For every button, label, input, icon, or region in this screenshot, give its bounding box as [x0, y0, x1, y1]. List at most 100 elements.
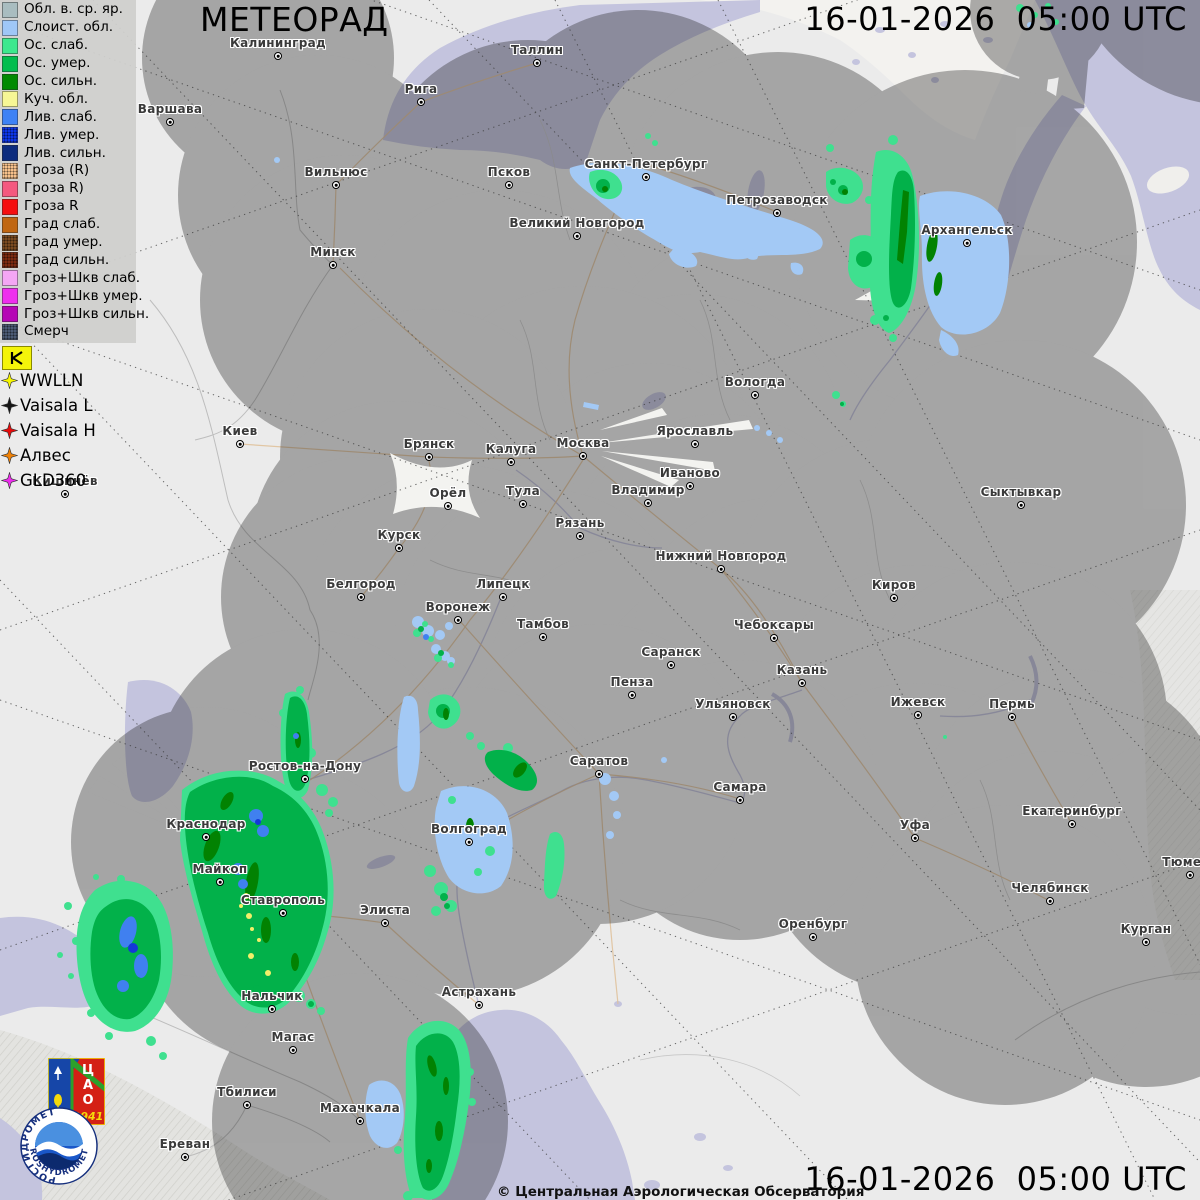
legend-label: Гроз+Шкв сильн.: [24, 305, 150, 322]
legend-swatch-icon: [2, 162, 18, 179]
legend-row: Град сильн.: [2, 251, 136, 269]
city-label: Тюмень: [1162, 855, 1200, 869]
city-marker-dot: [646, 501, 650, 505]
legend-swatch-icon: [2, 270, 18, 287]
legend-swatch-icon: [2, 288, 18, 305]
legend-row: Гроз+Шкв сильн.: [2, 305, 149, 323]
city-marker-dot: [507, 183, 511, 187]
city-marker-icon: [579, 452, 587, 460]
lightning-legend-row: Алвес: [1, 443, 96, 468]
legend-row: Ос. сильн.: [2, 73, 136, 91]
city-marker-icon: [301, 775, 309, 783]
city-label: Екатеринбург: [1022, 804, 1122, 818]
city-marker-dot: [383, 921, 387, 925]
city-marker-icon: [356, 1117, 364, 1125]
city-marker-icon: [395, 544, 403, 552]
legend-label: Обл. в. ср. яр.: [24, 1, 123, 18]
city-marker-dot: [916, 713, 920, 717]
city-marker-dot: [358, 1119, 362, 1123]
city-label: Краснодар: [166, 817, 246, 831]
city-marker-icon: [499, 593, 507, 601]
city-marker-icon: [519, 500, 527, 508]
legend-swatch-icon: [2, 73, 18, 90]
city-marker-icon: [381, 919, 389, 927]
city-marker-dot: [597, 772, 601, 776]
city-marker-icon: [1017, 501, 1025, 509]
lightning-cross-icon: [1, 447, 18, 464]
city-label: Ярославль: [656, 424, 734, 438]
city-label: Белгород: [326, 577, 396, 591]
city-marker-dot: [331, 263, 335, 267]
city-marker-dot: [477, 1003, 481, 1007]
lightning-legend-row: WWLLN: [1, 368, 96, 393]
city-marker-dot: [446, 504, 450, 508]
city-marker-dot: [270, 1007, 274, 1011]
svg-text:Ц: Ц: [82, 1063, 94, 1078]
legend-swatch-icon: [2, 252, 18, 269]
legend-list: Обл. в. ср. яр. Слоист. обл. Ос. слаб. Ос. …: [2, 1, 149, 341]
city-label: Казань: [776, 663, 828, 677]
city-label: Пенза: [610, 675, 654, 689]
city-marker-dot: [965, 241, 969, 245]
legend-row: Лив. слаб.: [2, 108, 136, 126]
city-label: Санкт-Петербург: [584, 157, 708, 171]
legend-swatch-icon: [2, 216, 18, 233]
city-marker-dot: [775, 211, 779, 215]
city-label: Тамбов: [516, 617, 570, 631]
city-label: Волгоград: [430, 822, 508, 836]
city-label: Магас: [271, 1030, 315, 1044]
precipitation-legend: Обл. в. ср. яр. Слоист. обл. Ос. слаб. Ос. …: [0, 0, 149, 343]
city-label: Киев: [222, 424, 258, 438]
city-marker-dot: [811, 935, 815, 939]
legend-row: Смерч: [2, 323, 136, 341]
svg-text:А: А: [83, 1078, 93, 1093]
city-marker-icon: [667, 661, 675, 669]
city-label: Курган: [1120, 922, 1172, 936]
city-marker-icon: [329, 261, 337, 269]
city-marker-dot: [541, 635, 545, 639]
legend-label: Лив. умер.: [24, 126, 100, 143]
city-marker-dot: [688, 484, 692, 488]
city-marker-dot: [1144, 940, 1148, 944]
city-label: Ульяновск: [695, 697, 771, 711]
lightning-cross-icon: [1, 422, 18, 439]
legend-swatch-icon: [2, 306, 18, 323]
city-marker-icon: [736, 796, 744, 804]
legend-row: Гроз+Шкв умер.: [2, 287, 143, 305]
city-marker-icon: [1008, 713, 1016, 721]
legend-row: Гроза R): [2, 180, 136, 198]
city-marker-icon: [798, 679, 806, 687]
city-marker-dot: [303, 777, 307, 781]
city-marker-icon: [243, 1101, 251, 1109]
tornado-glyph-icon: [10, 351, 23, 365]
city-label: Липецк: [476, 577, 530, 591]
legend-label: Ос. слаб.: [24, 37, 89, 54]
city-marker-icon: [475, 1001, 483, 1009]
city-marker-dot: [359, 595, 363, 599]
lightning-legend-row: Vaisala H: [1, 418, 96, 443]
city-label: Махачкала: [320, 1101, 400, 1115]
city-marker-icon: [751, 391, 759, 399]
city-marker-icon: [773, 209, 781, 217]
city-label: Киров: [871, 578, 917, 592]
attribution: © Центральная Аэрологическая Обсерватори…: [497, 1184, 865, 1200]
legend-label: Ос. сильн.: [24, 73, 98, 89]
city-marker-dot: [63, 492, 67, 496]
city-label: Ижевск: [890, 695, 946, 709]
legend-swatch-icon: [2, 37, 18, 54]
city-marker-dot: [334, 183, 338, 187]
city-marker-icon: [770, 634, 778, 642]
city-marker-dot: [913, 836, 917, 840]
city-marker-dot: [245, 1103, 249, 1107]
city-label: Варшава: [137, 102, 203, 116]
city-marker-dot: [291, 1048, 295, 1052]
city-label: Курск: [377, 528, 421, 542]
city-marker-dot: [521, 502, 525, 506]
legend-label: Смерч: [24, 323, 69, 340]
city-marker-icon: [686, 482, 694, 490]
city-label: Рига: [404, 82, 438, 96]
city-marker-dot: [644, 175, 648, 179]
city-marker-dot: [427, 455, 431, 459]
city-marker-dot: [575, 234, 579, 238]
city-label: Иваново: [659, 466, 721, 480]
